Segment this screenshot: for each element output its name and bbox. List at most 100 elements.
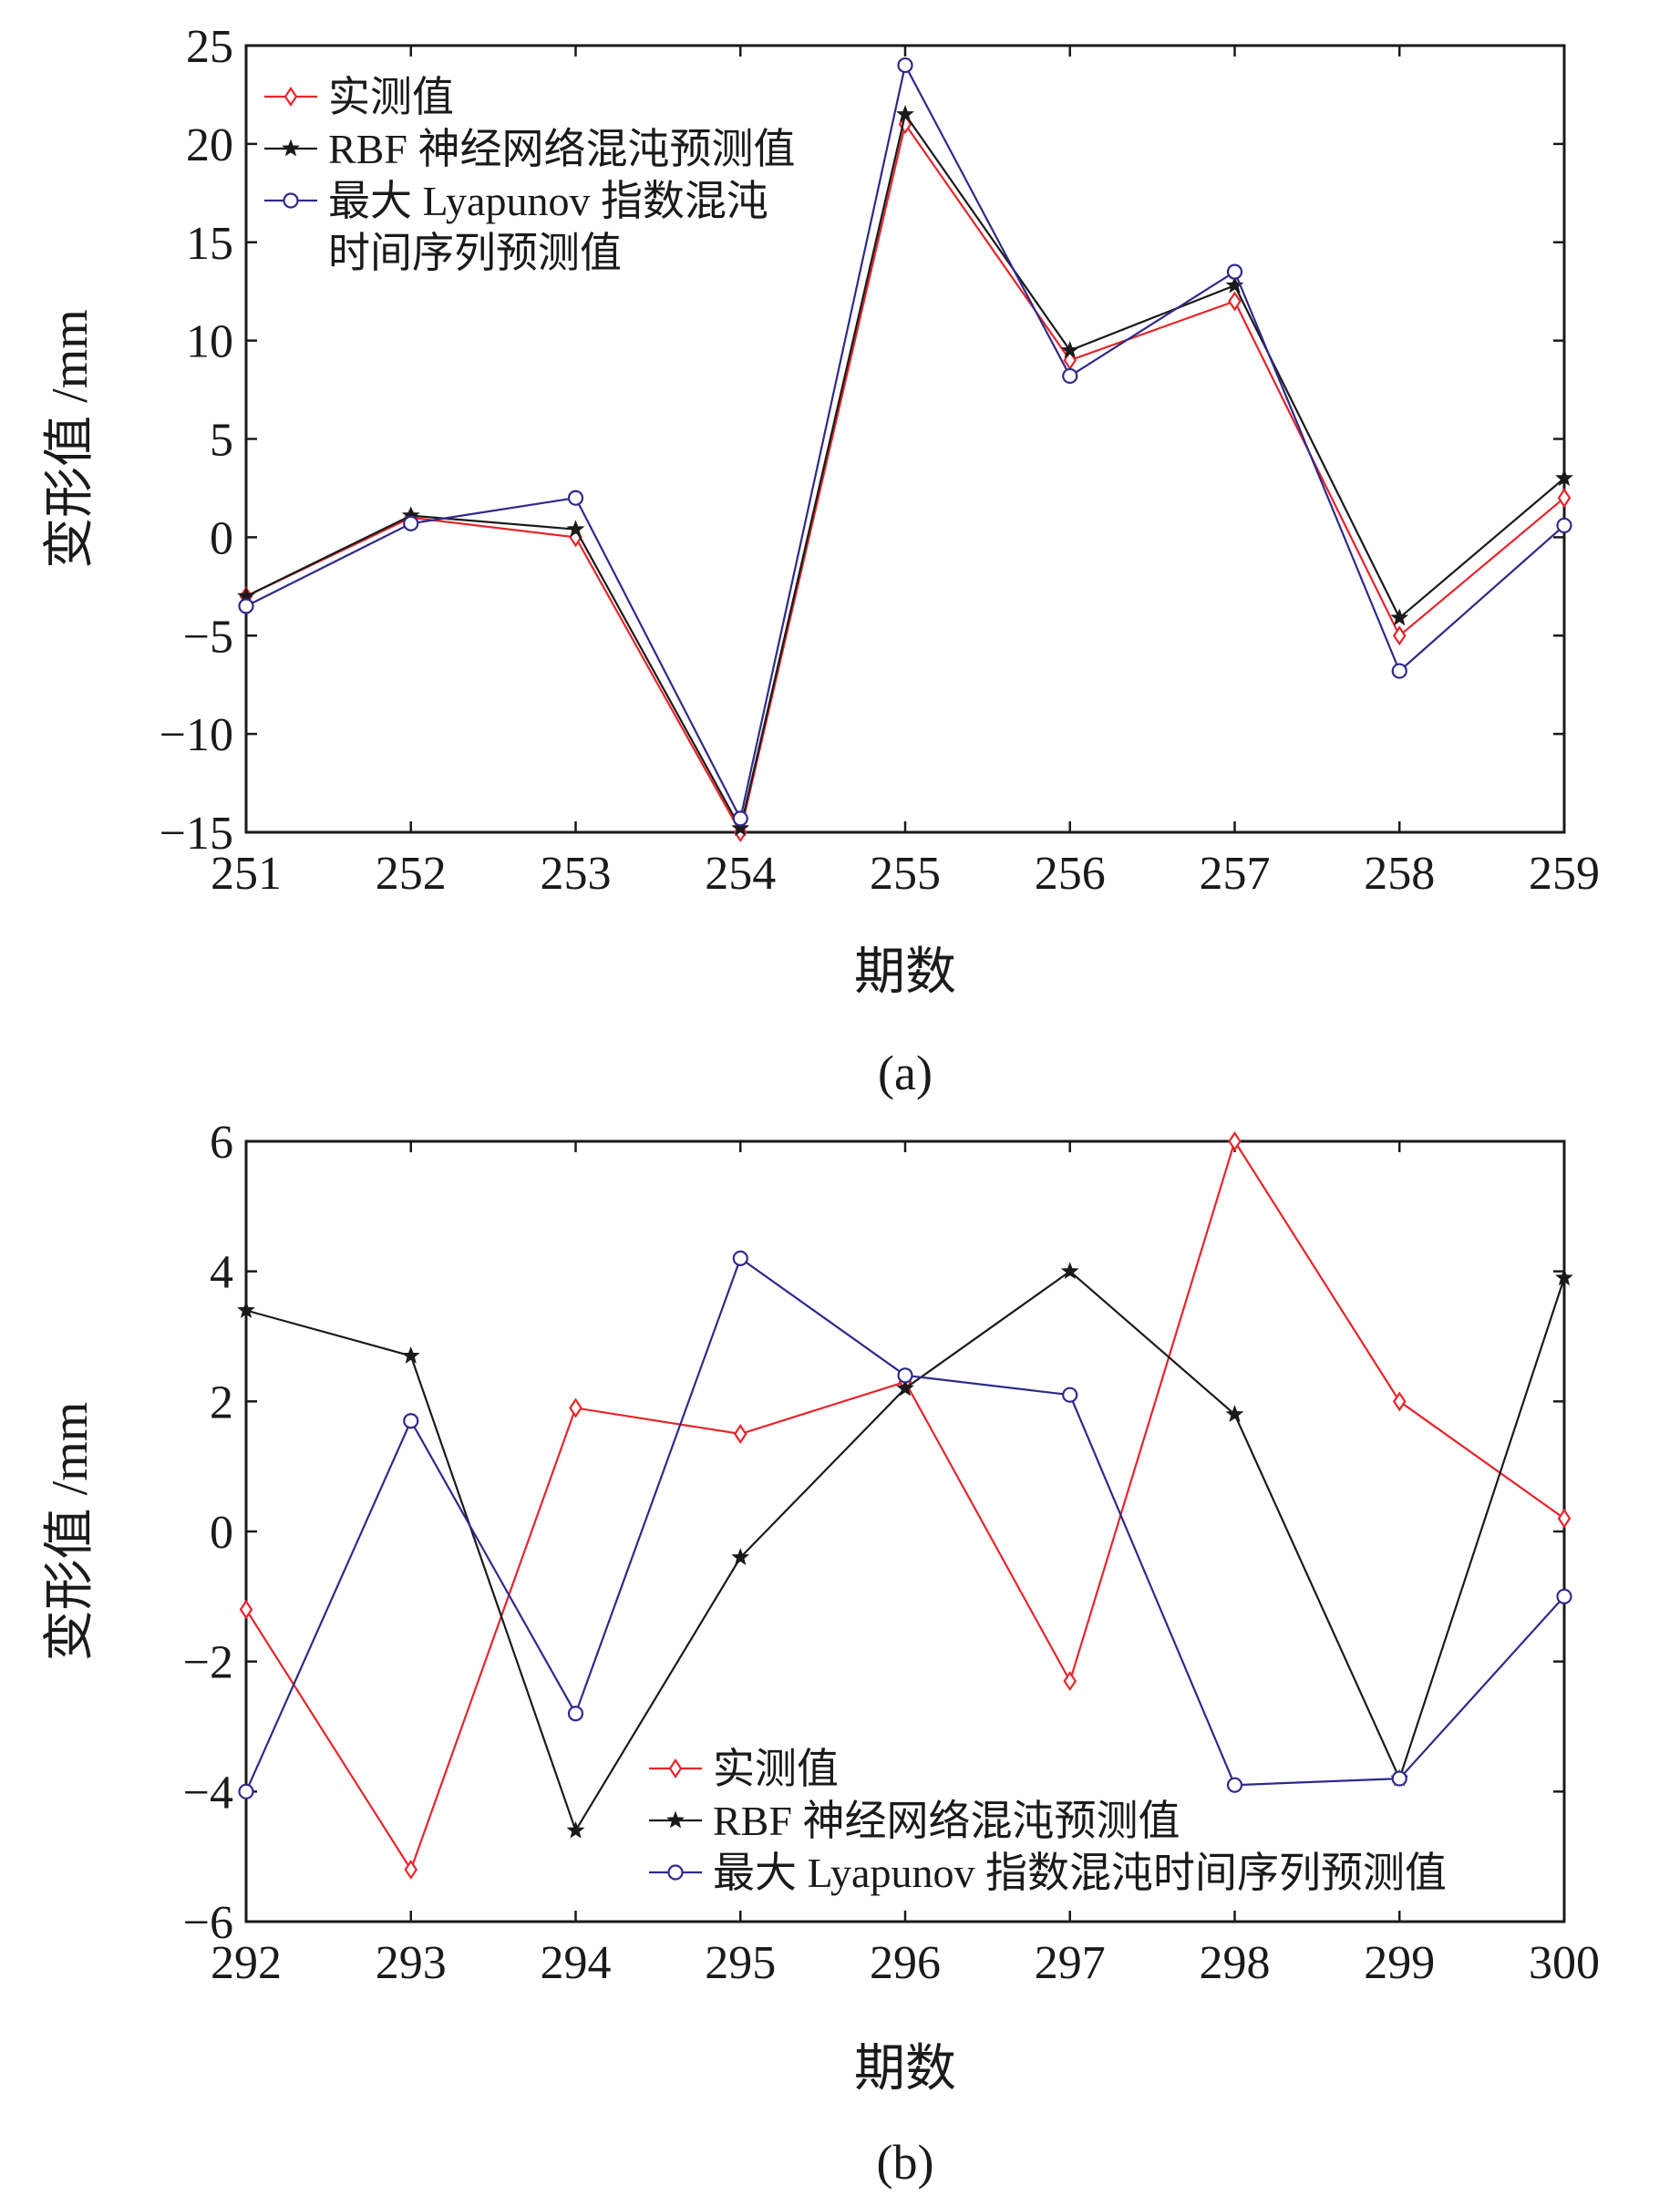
chart-caption: (a) <box>878 1046 933 1100</box>
x-tick-label: 256 <box>1035 848 1106 900</box>
data-point-lyapunov <box>1062 1387 1078 1403</box>
legend-label-lyapunov: 最大 Lyapunov 指数混沌 <box>328 178 768 224</box>
data-point-rbf <box>1225 275 1244 294</box>
data-point-lyapunov <box>732 1250 748 1267</box>
y-tick-label: 0 <box>210 512 233 564</box>
data-point-measured <box>404 1859 418 1880</box>
data-point-rbf <box>1060 340 1079 358</box>
legend-label-rbf: RBF 神经网络混沌预测值 <box>713 1798 1180 1844</box>
data-point-measured <box>1557 1508 1572 1529</box>
legend-label-lyapunov: 时间序列预测值 <box>328 230 622 276</box>
data-point-rbf <box>731 1548 750 1565</box>
data-point-measured <box>1063 1671 1077 1692</box>
data-point-rbf <box>731 819 750 837</box>
legend-marker-measured <box>283 87 298 107</box>
y-tick-label: 2 <box>210 1376 233 1428</box>
y-tick-label: −2 <box>183 1637 233 1689</box>
series-line-measured <box>245 1139 1565 1872</box>
legend-label-measured: 实测值 <box>713 1746 839 1792</box>
x-axis-label: 期数 <box>854 2041 956 2098</box>
data-point-measured <box>1557 488 1572 509</box>
x-tick-label: 296 <box>870 1937 941 1989</box>
series-rbf <box>237 105 1573 837</box>
x-tick-label: 259 <box>1529 848 1600 900</box>
chart-a: −15 −10 −5 0 5 10 15 20 25 251 252 253 254 255 256 257 2… <box>42 21 1600 1100</box>
legend-label-measured: 实测值 <box>328 74 454 120</box>
data-point-lyapunov <box>1226 263 1243 280</box>
legend-marker-measured <box>668 1758 683 1778</box>
series-rbf <box>237 1262 1573 1839</box>
data-point-rbf <box>566 1820 585 1839</box>
data-point-measured <box>1392 625 1407 646</box>
data-point-lyapunov <box>567 490 584 506</box>
series-line-rbf <box>245 1270 1566 1833</box>
legend-marker-lyapunov <box>283 192 299 209</box>
data-point-lyapunov <box>1391 1770 1407 1787</box>
data-point-lyapunov <box>238 1783 254 1799</box>
x-tick-label: 299 <box>1364 1937 1435 1989</box>
data-point-lyapunov <box>1226 1777 1243 1793</box>
data-point-rbf <box>1390 608 1409 626</box>
data-point-rbf <box>1060 1262 1079 1280</box>
data-point-rbf <box>237 1301 255 1318</box>
x-tick-label: 254 <box>705 848 776 900</box>
data-point-measured <box>1392 1391 1407 1412</box>
data-point-rbf <box>1555 469 1573 487</box>
y-tick-label: −15 <box>160 808 233 860</box>
chart-b: −6 −4 −2 0 2 4 6 292 293 294 295 296 297 298 299 300 期数 变… <box>42 1117 1600 2190</box>
x-tick-label: 293 <box>376 1937 447 1989</box>
y-tick-label: 5 <box>210 415 233 467</box>
x-tick-label: 295 <box>705 1937 776 1989</box>
x-tick-label: 255 <box>870 848 941 900</box>
x-axis-label: 期数 <box>854 944 956 1001</box>
y-tick-label: −10 <box>160 709 233 761</box>
y-tick-label: 10 <box>186 316 233 368</box>
y-axis-label: 变形值 /mm <box>42 309 98 569</box>
y-tick-label: 4 <box>210 1247 233 1299</box>
data-point-lyapunov <box>1062 367 1078 385</box>
y-tick-label: −6 <box>183 1897 233 1949</box>
x-tick-label: 292 <box>211 1937 282 1989</box>
y-tick-label: 6 <box>210 1117 233 1169</box>
x-tick-label: 251 <box>211 848 282 900</box>
legend-label-lyapunov: 最大 Lyapunov 指数混沌时间序列预测值 <box>713 1850 1447 1896</box>
data-point-rbf <box>566 520 585 538</box>
y-tick-label: 25 <box>186 21 233 73</box>
x-tick-label: 252 <box>376 848 447 900</box>
data-point-rbf <box>1225 1405 1244 1423</box>
series-line-lyapunov <box>244 1256 1565 1792</box>
x-tick-label: 258 <box>1364 848 1435 900</box>
data-point-measured <box>1228 1131 1242 1151</box>
series-measured <box>239 1131 1572 1880</box>
data-point-lyapunov <box>403 515 419 531</box>
data-point-lyapunov <box>897 57 913 74</box>
data-point-measured <box>239 1599 253 1620</box>
data-point-lyapunov <box>1556 1588 1572 1604</box>
data-point-measured <box>733 1424 747 1444</box>
data-point-lyapunov <box>897 1367 913 1384</box>
data-point-measured <box>569 1397 582 1418</box>
data-point-lyapunov <box>732 810 748 827</box>
y-tick-label: −5 <box>183 611 233 663</box>
legend-label-rbf: RBF 神经网络混沌预测值 <box>328 126 795 172</box>
x-tick-label: 300 <box>1529 1937 1600 1989</box>
data-point-lyapunov <box>1556 517 1572 534</box>
legend-marker-rbf <box>666 1810 685 1829</box>
y-tick-label: 20 <box>186 119 233 171</box>
legend-marker-lyapunov <box>667 1864 684 1881</box>
y-tick-label: 0 <box>210 1507 233 1559</box>
x-tick-label: 298 <box>1200 1937 1271 1989</box>
x-tick-label: 253 <box>541 848 612 900</box>
y-tick-label: −4 <box>183 1767 233 1819</box>
chart-caption: (b) <box>877 2135 934 2190</box>
data-point-lyapunov <box>403 1413 419 1429</box>
data-point-lyapunov <box>238 598 254 614</box>
y-tick-label: 15 <box>186 218 233 270</box>
data-point-measured <box>1228 291 1242 312</box>
legend-marker-rbf <box>282 139 300 157</box>
data-point-lyapunov <box>567 1706 584 1722</box>
series-lyapunov <box>238 1250 1572 1799</box>
